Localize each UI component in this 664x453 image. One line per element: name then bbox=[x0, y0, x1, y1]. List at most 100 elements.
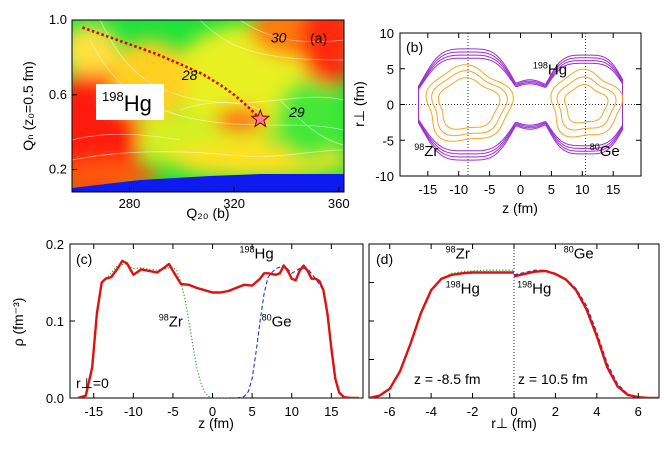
c-series-98zr bbox=[77, 263, 229, 398]
nucleus-label-a: 198Hg bbox=[96, 84, 164, 120]
b-label-hg-mass: 198 bbox=[533, 60, 548, 70]
d-label-zr-0-mass: 98 bbox=[446, 245, 456, 255]
panel-a-ylabel: Qₙ (z₀=0.5 fm) bbox=[20, 61, 36, 151]
panel-c-label: (c) bbox=[76, 251, 92, 267]
panel-c-density-z: -15 -10 -5 0 5 10 15 0.0 0.1 0.2 (c) 198Hg 98Zr 80G… bbox=[10, 237, 364, 431]
panel-d-xlabel: r⊥ (fm) bbox=[491, 415, 537, 431]
d-series-198hg-z-10-5- bbox=[513, 269, 659, 398]
c-xtick-label: -10 bbox=[124, 404, 143, 419]
panel-b-xlabel: z (fm) bbox=[502, 200, 538, 216]
b-xtick-label: 10 bbox=[575, 182, 589, 197]
panel-c-ylabel: ρ (fm⁻³) bbox=[10, 298, 26, 347]
b-ytick-label: 10 bbox=[380, 26, 394, 41]
d-series-198hg-z-8-5- bbox=[369, 271, 514, 398]
b-label-ge-mass: 80 bbox=[590, 142, 600, 152]
c-series-198hg bbox=[77, 259, 359, 398]
c-ytick-label: 0.0 bbox=[46, 391, 64, 406]
c-label-ge-2-symbol: Ge bbox=[272, 313, 292, 330]
d-label-hg-1-symbol: Hg bbox=[461, 280, 480, 297]
a-xtick-label: 320 bbox=[223, 196, 245, 211]
b-ytick-label: -10 bbox=[375, 169, 394, 184]
b-xtick-label: -15 bbox=[418, 182, 437, 197]
panel-b-ylabel: r⊥ (fm) bbox=[351, 81, 367, 127]
b-xtick-label: 15 bbox=[606, 182, 620, 197]
d-xtick-label: -2 bbox=[467, 404, 479, 419]
a-xtick-label: 280 bbox=[119, 196, 141, 211]
c-label-ge-2: 80Ge bbox=[262, 312, 292, 330]
panel-c-rperp-annotation: r⊥=0 bbox=[76, 375, 109, 391]
b-xtick-label: 0 bbox=[517, 182, 524, 197]
c-xtick-label: 10 bbox=[284, 404, 298, 419]
a-ytick-label: 1.0 bbox=[49, 12, 67, 27]
d-label-zr-0-symbol: Zr bbox=[456, 246, 470, 263]
svg-text:198Hg: 198Hg bbox=[102, 89, 152, 116]
d-xtick-label: 4 bbox=[593, 404, 600, 419]
d-xtick-label: 6 bbox=[635, 404, 642, 419]
c-label-zr-1: 98Zr bbox=[159, 312, 183, 330]
d-xtick-label: 0 bbox=[510, 404, 517, 419]
panel-a-label: (a) bbox=[310, 30, 327, 46]
d-xtick-label: -4 bbox=[425, 404, 437, 419]
d-series-80ge-z-10-5- bbox=[513, 269, 659, 398]
a-xtick-label: 360 bbox=[328, 196, 350, 211]
c-label-ge-2-mass: 80 bbox=[262, 312, 272, 322]
saddle-point-star bbox=[250, 108, 271, 128]
c-xtick-label: -5 bbox=[167, 404, 179, 419]
b-inner-left-1 bbox=[431, 70, 508, 137]
panel-b-label: (b) bbox=[406, 39, 423, 55]
b-label-zr-symbol: Zr bbox=[424, 143, 438, 160]
d-label-hg-3-mass: 198 bbox=[517, 279, 532, 289]
d-label-zr-0: 98Zr bbox=[446, 245, 470, 263]
b-label-ge: 80Ge bbox=[590, 142, 620, 160]
panel-a-heatmap: 280 320 360 0.2 0.6 1.0 28 30 29 (a) 198Hg Q₂₀ … bbox=[20, 12, 350, 221]
c-xtick-label: 15 bbox=[324, 404, 338, 419]
b-outer-contour-3 bbox=[418, 57, 623, 152]
b-inner-left-0 bbox=[425, 64, 514, 142]
contour-label-29: 29 bbox=[288, 104, 305, 120]
contour-label-28: 28 bbox=[181, 67, 198, 83]
b-xtick-label: -5 bbox=[484, 182, 496, 197]
d-xtick-label: 2 bbox=[552, 404, 559, 419]
b-label-hg-symbol: Hg bbox=[548, 61, 567, 78]
d-xtick-label: -6 bbox=[384, 404, 396, 419]
c-label-zr-1-mass: 98 bbox=[159, 312, 169, 322]
b-inner-right-0 bbox=[550, 68, 624, 138]
b-label-zr: 98Zr bbox=[414, 142, 438, 160]
d-label-hg-3: 198Hg bbox=[517, 279, 551, 297]
heatmap-surface bbox=[72, 20, 344, 192]
d-label-ge-2-symbol: Ge bbox=[574, 246, 594, 263]
c-xtick-label: -15 bbox=[84, 404, 103, 419]
d-label-ge-2: 80Ge bbox=[564, 245, 594, 263]
contour-label-30: 30 bbox=[271, 29, 287, 45]
b-outer-contour-2 bbox=[418, 54, 623, 155]
a-ytick-label: 0.2 bbox=[49, 162, 67, 177]
d-label-hg-1-mass: 198 bbox=[446, 279, 461, 289]
c-xtick-label: 0 bbox=[209, 404, 216, 419]
b-inner-right-2 bbox=[563, 84, 609, 124]
b-outer-contour-1 bbox=[418, 51, 623, 158]
a-ytick-label: 0.6 bbox=[49, 87, 67, 102]
d-label-hg-1: 198Hg bbox=[446, 279, 480, 297]
b-ytick-label: 0 bbox=[387, 98, 394, 113]
c-ytick-label: 0.1 bbox=[46, 314, 64, 329]
panel-d-z-right: z = 10.5 fm bbox=[518, 371, 588, 387]
c-label-hg-0-mass: 198 bbox=[239, 245, 254, 255]
d-label-ge-2-mass: 80 bbox=[564, 245, 574, 255]
b-label-zr-mass: 98 bbox=[414, 142, 424, 152]
c-label-zr-1-symbol: Zr bbox=[169, 313, 183, 330]
b-ytick-label: 5 bbox=[387, 62, 394, 77]
fission-path bbox=[82, 26, 262, 121]
panel-d-label: (d) bbox=[376, 251, 393, 267]
d-label-hg-3-symbol: Hg bbox=[532, 280, 551, 297]
c-xtick-label: 5 bbox=[249, 404, 256, 419]
b-ytick-label: -5 bbox=[382, 133, 394, 148]
c-label-hg-0: 198Hg bbox=[239, 245, 273, 263]
panel-c-xlabel: z (fm) bbox=[198, 415, 234, 431]
b-label-hg: 198Hg bbox=[533, 60, 567, 78]
b-xtick-label: -10 bbox=[449, 182, 468, 197]
panel-d-z-left: z = -8.5 fm bbox=[414, 371, 481, 387]
b-outer-contour-0 bbox=[418, 48, 623, 161]
c-label-hg-0-symbol: Hg bbox=[254, 246, 273, 263]
